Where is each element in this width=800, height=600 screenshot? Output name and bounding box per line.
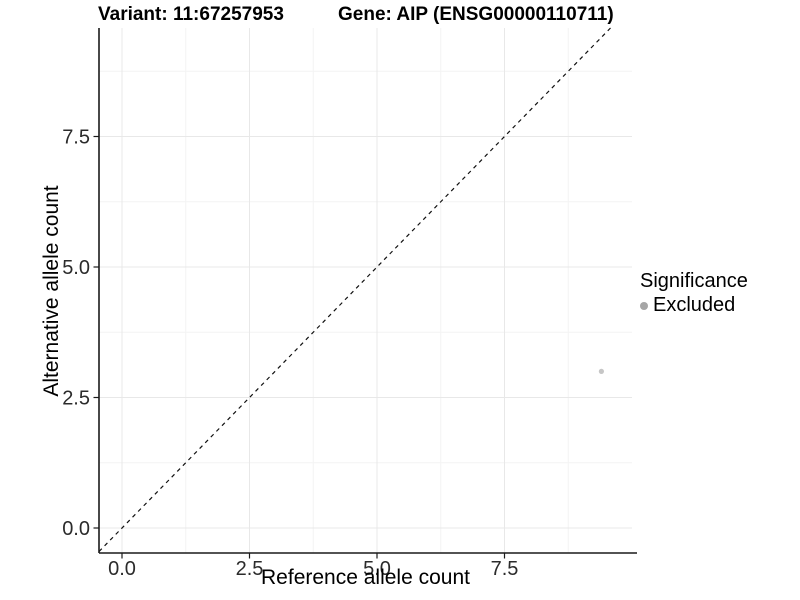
x-tick-label: 7.5: [491, 558, 519, 580]
y-axis-title: Alternative allele count: [40, 185, 63, 397]
legend-item-excluded: Excluded: [640, 294, 748, 317]
legend-item-label: Excluded: [653, 294, 736, 316]
data-point: [598, 368, 605, 374]
x-tick-label: 2.5: [236, 558, 264, 580]
x-tick-label: 0.0: [108, 558, 136, 580]
panel-background: [99, 28, 632, 553]
legend: Significance Excluded: [640, 270, 748, 317]
y-tick-label: 5.0: [62, 257, 90, 279]
x-tick-label: 5.0: [363, 558, 391, 580]
legend-point-icon: [640, 301, 648, 310]
x-axis-title: Reference allele count: [261, 566, 470, 589]
plot-title-variant: Variant: 11:67257953: [98, 4, 284, 25]
identity-line: [98, 27, 611, 552]
y-tick-label: 0.0: [62, 518, 90, 540]
plot-title-gene: Gene: AIP (ENSG00000110711): [338, 4, 614, 25]
legend-title: Significance: [640, 270, 748, 292]
y-tick-label: 7.5: [62, 127, 90, 149]
y-tick-label: 2.5: [62, 388, 90, 410]
